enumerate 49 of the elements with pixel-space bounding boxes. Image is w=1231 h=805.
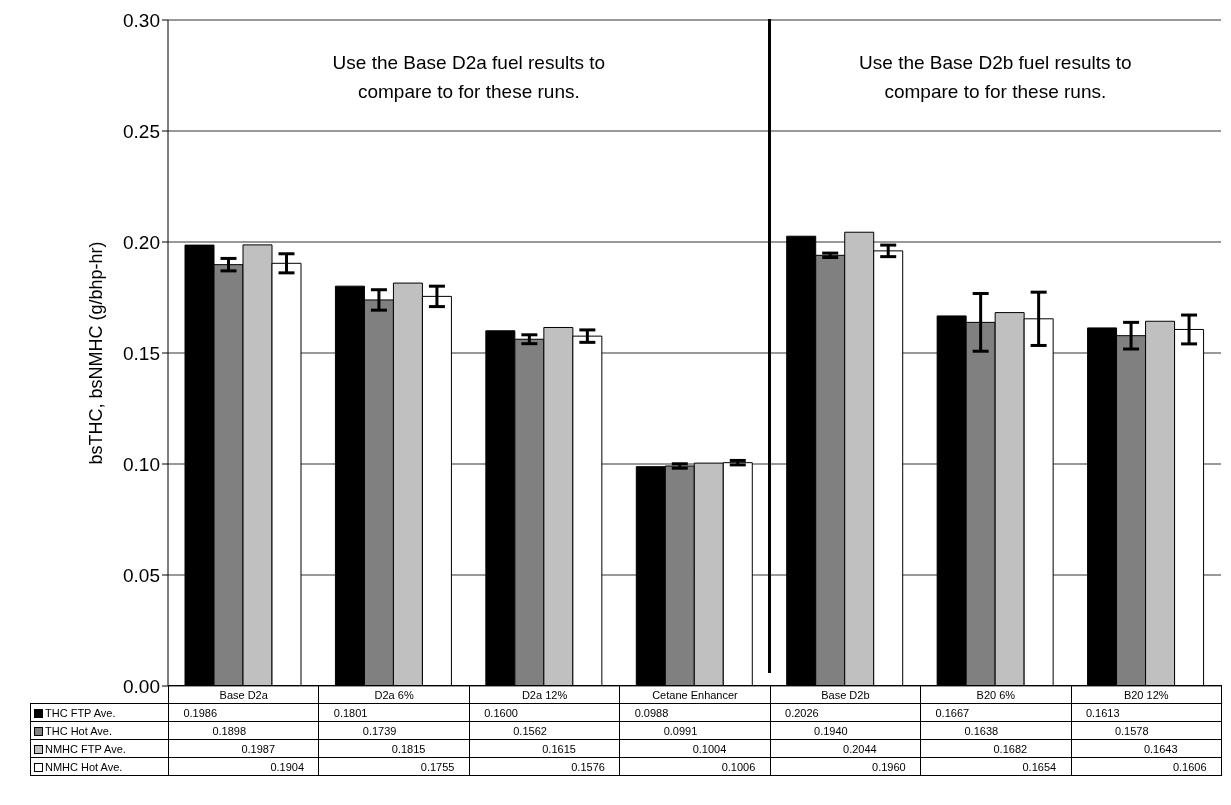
data-label: 0.1940 bbox=[814, 724, 848, 737]
annotation: Use the Base D2b fuel results to compare to for these runs. bbox=[858, 51, 1133, 104]
data-label: 0.1562 bbox=[513, 724, 547, 737]
data-label: 0.1643 bbox=[1143, 742, 1178, 755]
legend-label: NMHC Hot Ave. bbox=[30, 757, 169, 776]
data-label: 0.1576 bbox=[571, 760, 605, 773]
data-label: 0.1638 bbox=[964, 724, 999, 737]
x-tick-label: Base D2b bbox=[770, 685, 921, 704]
data-label: 0.1667 bbox=[935, 706, 970, 719]
data-label: 0.1755 bbox=[420, 760, 455, 773]
x-tick-label: B20 12% bbox=[1071, 685, 1222, 704]
data-label: 0.1904 bbox=[270, 760, 305, 773]
data-label: 0.2026 bbox=[785, 706, 819, 719]
y-tick-label: 0.10 bbox=[123, 453, 160, 475]
data-label: 0.1986 bbox=[183, 706, 218, 719]
x-tick-label: D2a 12% bbox=[469, 685, 620, 704]
x-tick-label: Cetane Enhancer bbox=[619, 685, 771, 704]
data-label: 0.1654 bbox=[1022, 760, 1057, 773]
data-label: 0.1578 bbox=[1114, 724, 1149, 737]
data-label: 0.1987 bbox=[241, 742, 276, 755]
legend-label: NMHC FTP Ave. bbox=[30, 739, 169, 758]
legend-label: THC Hot Ave. bbox=[30, 721, 169, 740]
y-axis-title: bsTHC, bsNMHC (g/bhp-hr) bbox=[85, 241, 107, 465]
y-tick-label: 0.25 bbox=[123, 120, 160, 142]
data-label: 0.2044 bbox=[843, 742, 877, 755]
y-tick-label: 0.30 bbox=[123, 9, 160, 31]
data-label: 0.1898 bbox=[212, 724, 247, 737]
y-tick-label: 0.05 bbox=[123, 564, 160, 586]
data-label: 0.1801 bbox=[333, 706, 368, 719]
data-label: 0.1606 bbox=[1172, 760, 1207, 773]
data-label: 0.1600 bbox=[484, 706, 518, 719]
x-tick-label: D2a 6% bbox=[318, 685, 470, 704]
y-tick-label: 0.20 bbox=[123, 231, 160, 253]
data-label: 0.0988 bbox=[634, 706, 669, 719]
data-label: 0.1004 bbox=[692, 742, 727, 755]
data-label: 0.1682 bbox=[993, 742, 1028, 755]
data-label: 0.1006 bbox=[721, 760, 756, 773]
x-tick-label: Base D2a bbox=[168, 685, 319, 704]
legend-label: THC FTP Ave. bbox=[30, 703, 169, 722]
data-label: 0.1613 bbox=[1085, 706, 1120, 719]
data-label: 0.1960 bbox=[872, 760, 906, 773]
data-label: 0.1815 bbox=[391, 742, 426, 755]
x-tick-label: B20 6% bbox=[920, 685, 1072, 704]
data-label: 0.0991 bbox=[663, 724, 698, 737]
y-tick-label: 0.00 bbox=[123, 675, 160, 697]
data-label: 0.1615 bbox=[542, 742, 576, 755]
annotation: Use the Base D2a fuel results to compare to for these runs. bbox=[331, 51, 607, 104]
data-label: 0.1739 bbox=[362, 724, 397, 737]
y-tick-label: 0.15 bbox=[123, 342, 160, 364]
